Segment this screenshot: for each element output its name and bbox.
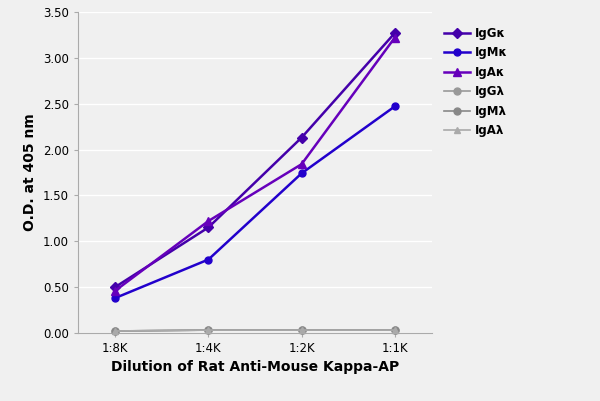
Legend: IgGκ, IgMκ, IgAκ, IgGλ, IgMλ, IgAλ: IgGκ, IgMκ, IgAκ, IgGλ, IgMλ, IgAλ (442, 24, 509, 140)
IgAκ (391, 35, 398, 40)
IgGκ (391, 31, 398, 36)
Line: IgGλ: IgGλ (112, 326, 398, 334)
IgGκ (298, 135, 305, 140)
Line: IgAκ: IgAκ (111, 34, 399, 295)
IgMκ (205, 257, 212, 262)
IgMλ (112, 328, 119, 333)
IgAλ (205, 328, 212, 332)
IgMκ (298, 171, 305, 176)
IgMλ (391, 328, 398, 332)
IgGκ (205, 225, 212, 230)
IgAλ (298, 328, 305, 332)
Line: IgMλ: IgMλ (112, 326, 398, 334)
Y-axis label: O.D. at 405 nm: O.D. at 405 nm (23, 113, 37, 231)
IgMλ (205, 328, 212, 332)
IgMκ (391, 104, 398, 109)
IgGλ (112, 328, 119, 333)
IgMκ (112, 296, 119, 300)
IgGλ (391, 328, 398, 332)
IgGκ (112, 285, 119, 290)
Line: IgMκ: IgMκ (112, 103, 398, 302)
Line: IgGκ: IgGκ (112, 30, 398, 290)
IgAκ (298, 162, 305, 166)
Line: IgAλ: IgAλ (112, 326, 398, 334)
IgMλ (298, 328, 305, 332)
IgAκ (112, 288, 119, 293)
IgAλ (112, 328, 119, 333)
IgGλ (298, 328, 305, 332)
X-axis label: Dilution of Rat Anti-Mouse Kappa-AP: Dilution of Rat Anti-Mouse Kappa-AP (111, 360, 399, 375)
IgAκ (205, 219, 212, 223)
IgAλ (391, 328, 398, 332)
IgGλ (205, 328, 212, 332)
